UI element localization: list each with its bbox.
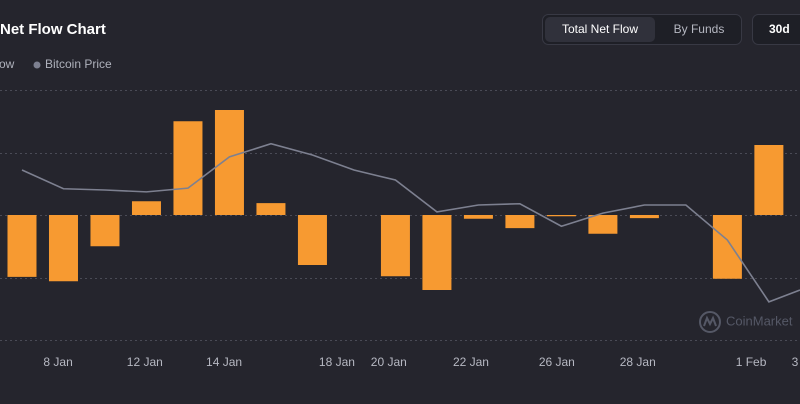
x-tick-label: 14 Jan bbox=[206, 355, 242, 369]
active-tab[interactable] bbox=[545, 17, 655, 42]
x-tick-label: 18 Jan bbox=[319, 355, 355, 369]
bar bbox=[7, 215, 37, 277]
range-label[interactable]: 30d bbox=[769, 22, 790, 36]
x-tick-label: 1 Feb bbox=[736, 355, 767, 369]
tab-button[interactable]: By Funds bbox=[674, 22, 725, 36]
x-tick-label: 26 Jan bbox=[539, 355, 575, 369]
x-tick-label: 28 Jan bbox=[620, 355, 656, 369]
bar bbox=[131, 201, 161, 215]
bar bbox=[214, 110, 244, 215]
bar bbox=[297, 215, 327, 265]
bar bbox=[48, 215, 78, 282]
x-tick-label: 8 Jan bbox=[43, 355, 72, 369]
bar bbox=[380, 215, 410, 277]
chart-title: Net Flow Chart bbox=[0, 21, 106, 38]
watermark-logo bbox=[703, 315, 717, 327]
legend-marker bbox=[33, 61, 41, 69]
bar bbox=[712, 215, 742, 279]
bar bbox=[90, 215, 120, 247]
bar bbox=[629, 215, 659, 219]
bar bbox=[463, 215, 493, 219]
bar bbox=[505, 215, 535, 229]
x-tick-label: 3 bbox=[792, 355, 799, 369]
bar bbox=[754, 145, 784, 215]
watermark: CoinMarket bbox=[726, 313, 793, 328]
legend-label[interactable]: ow bbox=[0, 57, 15, 71]
bar bbox=[422, 215, 452, 290]
x-tick-label: 20 Jan bbox=[371, 355, 407, 369]
x-tick-label: 22 Jan bbox=[453, 355, 489, 369]
legend-label[interactable]: Bitcoin Price bbox=[45, 57, 112, 71]
bar bbox=[588, 215, 618, 234]
x-tick-label: 12 Jan bbox=[127, 355, 163, 369]
watermark-logo bbox=[699, 311, 721, 333]
bar bbox=[173, 121, 203, 215]
bar bbox=[256, 203, 286, 215]
bar bbox=[546, 215, 576, 217]
range-button[interactable] bbox=[752, 14, 800, 45]
tab-button[interactable]: Total Net Flow bbox=[562, 22, 638, 36]
price-line bbox=[21, 142, 800, 303]
